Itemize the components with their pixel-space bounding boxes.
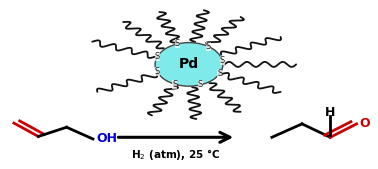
Text: S: S	[155, 67, 160, 76]
Ellipse shape	[155, 43, 223, 86]
Text: H$_2$ (atm), 25 °C: H$_2$ (atm), 25 °C	[131, 147, 220, 162]
Text: S: S	[175, 39, 180, 48]
Text: S: S	[206, 42, 211, 51]
Text: Pd: Pd	[179, 57, 199, 71]
Text: S: S	[172, 80, 177, 89]
Text: S: S	[217, 69, 222, 78]
Text: OH: OH	[96, 132, 117, 146]
Text: H: H	[325, 106, 335, 119]
Text: S: S	[220, 56, 225, 65]
Text: S: S	[198, 80, 203, 89]
Text: O: O	[359, 117, 370, 130]
Text: S: S	[155, 52, 160, 62]
